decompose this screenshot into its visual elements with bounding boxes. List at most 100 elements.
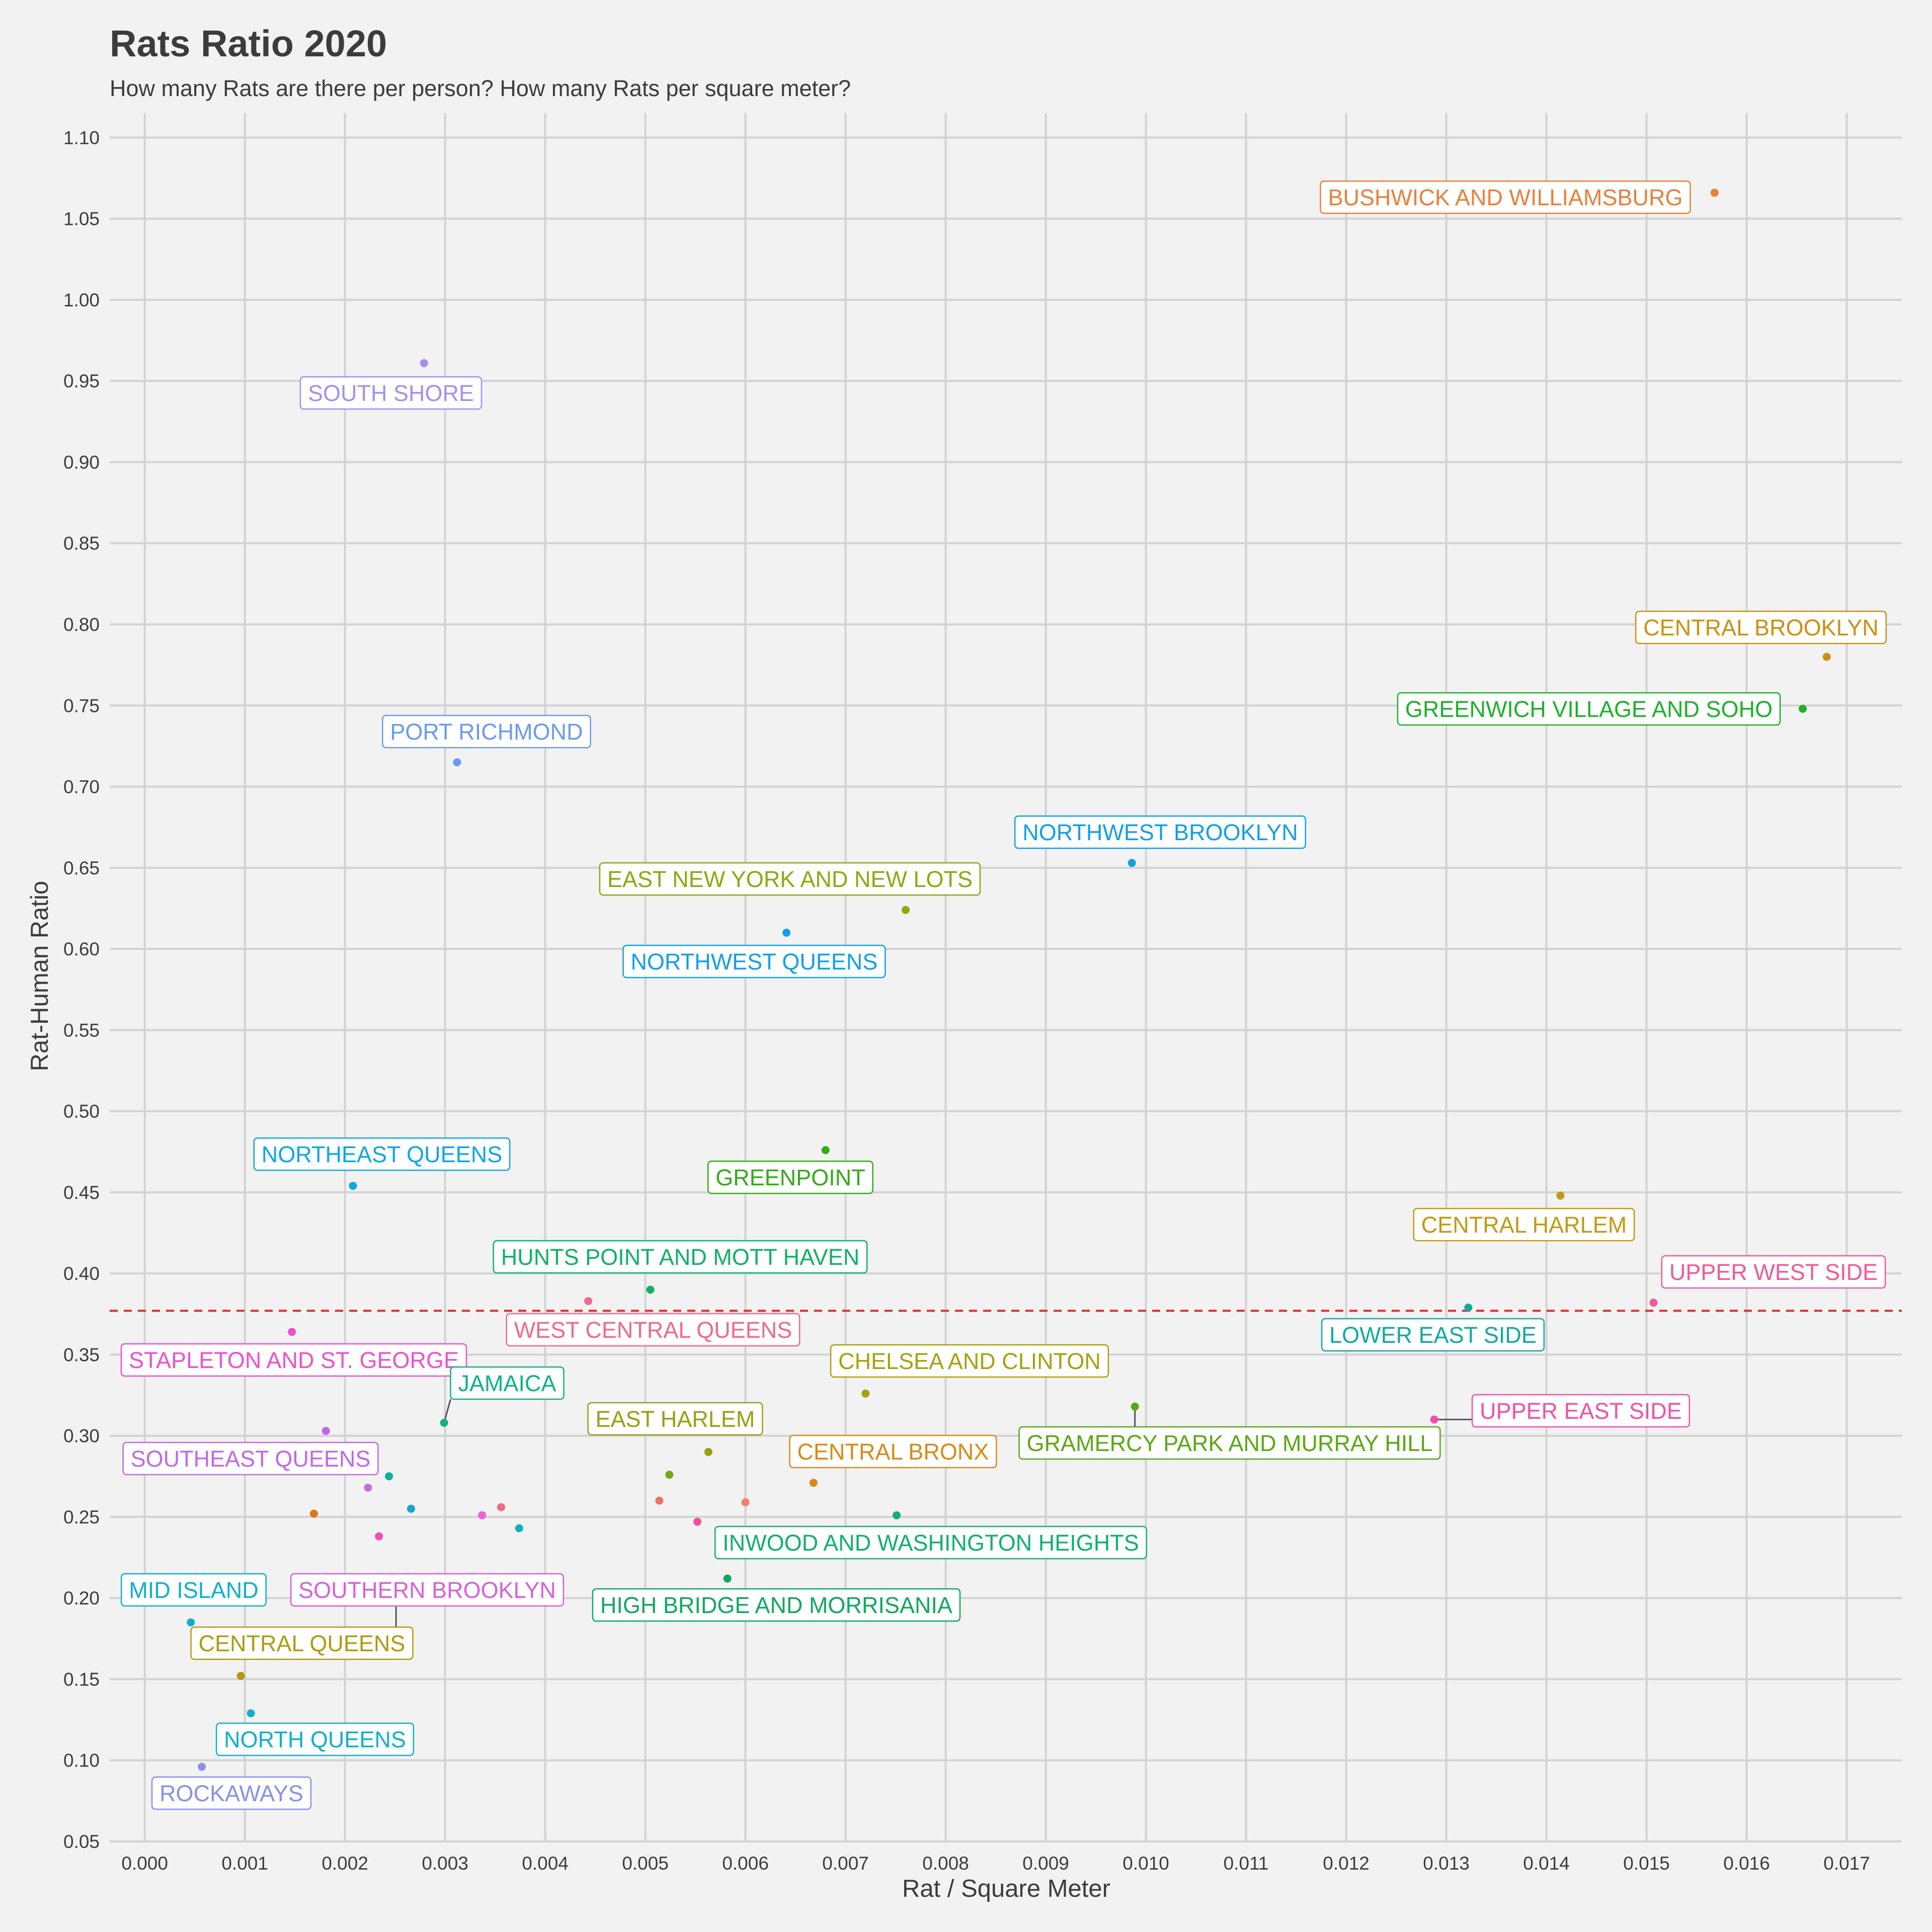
point-label: STAPLETON AND ST. GEORGE bbox=[120, 1343, 467, 1377]
x-tick-label: 0.002 bbox=[321, 1853, 368, 1874]
y-tick-label: 0.15 bbox=[63, 1669, 100, 1689]
data-point bbox=[364, 1483, 372, 1492]
label-text: SOUTH SHORE bbox=[308, 380, 474, 406]
x-tick-label: 0.010 bbox=[1122, 1853, 1169, 1874]
data-point bbox=[309, 1509, 318, 1518]
data-point bbox=[1649, 1299, 1658, 1307]
x-tick-label: 0.005 bbox=[622, 1853, 669, 1874]
label-box bbox=[299, 376, 482, 410]
x-tick-label: 0.015 bbox=[1623, 1853, 1670, 1874]
point-label: SOUTH SHORE bbox=[299, 376, 482, 410]
point-label: BUSHWICK AND WILLIAMSBURG bbox=[1320, 180, 1691, 214]
label-text: CHELSEA AND CLINTON bbox=[838, 1348, 1101, 1374]
label-text: WEST CENTRAL QUEENS bbox=[514, 1317, 792, 1343]
label-text: GREENWICH VILLAGE AND SOHO bbox=[1405, 696, 1773, 722]
label-text: JAMAICA bbox=[458, 1371, 556, 1396]
labels-layer: BUSHWICK AND WILLIAMSBURG SOUTH SHORE CENT… bbox=[120, 180, 1887, 1810]
data-point bbox=[497, 1503, 506, 1511]
y-tick-label: 0.75 bbox=[63, 695, 100, 716]
label-box bbox=[622, 944, 886, 979]
label-box bbox=[1321, 1318, 1545, 1352]
label-text: ROCKAWAYS bbox=[159, 1781, 303, 1806]
label-box bbox=[1635, 610, 1887, 645]
data-point bbox=[902, 906, 910, 914]
x-tick-label: 0.003 bbox=[422, 1853, 468, 1874]
label-text: NORTHEAST QUEENS bbox=[262, 1142, 502, 1167]
data-point bbox=[478, 1511, 487, 1519]
y-tick-label: 0.60 bbox=[63, 939, 100, 959]
point-label: WEST CENTRAL QUEENS bbox=[506, 1313, 800, 1347]
label-text: CENTRAL BROOKLYN bbox=[1643, 615, 1879, 640]
chart-title: Rats Ratio 2020 bbox=[110, 23, 387, 64]
point-label: INWOOD AND WASHINGTON HEIGHTS bbox=[714, 1525, 1148, 1560]
data-point bbox=[584, 1297, 593, 1305]
label-text: NORTHWEST QUEENS bbox=[631, 949, 878, 975]
point-label: CENTRAL HARLEM bbox=[1413, 1208, 1635, 1242]
data-point bbox=[782, 928, 791, 937]
label-box bbox=[190, 1626, 414, 1660]
label-box bbox=[587, 1402, 763, 1436]
y-tick-label: 0.90 bbox=[63, 452, 100, 472]
data-point bbox=[809, 1479, 818, 1487]
y-tick-label: 0.05 bbox=[63, 1831, 100, 1852]
label-box bbox=[1014, 815, 1307, 849]
y-tick-label: 1.05 bbox=[63, 209, 100, 229]
data-point bbox=[247, 1709, 255, 1718]
point-label: NORTHWEST QUEENS bbox=[622, 944, 886, 979]
label-box bbox=[450, 1366, 565, 1400]
x-tick-label: 0.004 bbox=[522, 1853, 569, 1874]
data-point bbox=[1556, 1191, 1565, 1200]
point-label: CENTRAL BRONX bbox=[789, 1434, 997, 1469]
data-point bbox=[646, 1285, 655, 1294]
y-tick-label: 0.80 bbox=[63, 614, 100, 635]
y-axis-title: Rat-Human Ratio bbox=[26, 881, 53, 1072]
x-tick-label: 0.009 bbox=[1022, 1853, 1069, 1874]
point-label: CHELSEA AND CLINTON bbox=[830, 1344, 1109, 1378]
label-text: EAST HARLEM bbox=[596, 1406, 755, 1432]
point-label: NORTH QUEENS bbox=[215, 1722, 415, 1756]
point-label: EAST HARLEM bbox=[587, 1402, 763, 1436]
label-box bbox=[120, 1573, 267, 1607]
label-box bbox=[714, 1525, 1148, 1560]
data-point bbox=[1128, 859, 1136, 867]
y-tick-label: 0.70 bbox=[63, 777, 100, 797]
chart-subtitle: How many Rats are there per person? How … bbox=[110, 75, 851, 101]
data-point bbox=[1798, 704, 1807, 713]
point-label: LOWER EAST SIDE bbox=[1321, 1318, 1545, 1352]
point-label: GREENPOINT bbox=[707, 1160, 874, 1194]
label-box bbox=[789, 1434, 997, 1469]
label-box bbox=[592, 1588, 961, 1622]
y-tick-label: 0.25 bbox=[63, 1507, 100, 1527]
x-tick-label: 0.013 bbox=[1423, 1853, 1470, 1874]
label-box bbox=[1320, 180, 1691, 214]
label-box bbox=[1397, 692, 1781, 726]
data-point bbox=[407, 1504, 415, 1513]
data-point bbox=[440, 1418, 448, 1427]
label-box bbox=[1018, 1426, 1441, 1460]
label-leader-line bbox=[443, 1399, 451, 1423]
x-tick-label: 0.011 bbox=[1224, 1853, 1269, 1874]
label-text: CENTRAL HARLEM bbox=[1421, 1212, 1627, 1238]
label-text: HIGH BRIDGE AND MORRISANIA bbox=[600, 1592, 952, 1618]
x-tick-label: 0.017 bbox=[1823, 1853, 1870, 1874]
y-tick-label: 0.35 bbox=[63, 1344, 100, 1365]
label-box bbox=[506, 1313, 800, 1347]
label-box bbox=[290, 1573, 565, 1607]
y-tick-label: 0.40 bbox=[63, 1263, 100, 1284]
point-label: UPPER EAST SIDE bbox=[1471, 1394, 1691, 1428]
data-point bbox=[723, 1574, 732, 1583]
data-point bbox=[385, 1472, 393, 1481]
label-text: UPPER WEST SIDE bbox=[1669, 1259, 1878, 1285]
point-label: SOUTHEAST QUEENS bbox=[122, 1441, 379, 1476]
data-point bbox=[187, 1618, 195, 1627]
label-box bbox=[122, 1441, 379, 1476]
label-text: GREENPOINT bbox=[715, 1165, 865, 1190]
label-text: PORT RICHMOND bbox=[390, 719, 583, 745]
point-label: JAMAICA bbox=[450, 1366, 565, 1400]
label-text: INWOOD AND WASHINGTON HEIGHTS bbox=[722, 1530, 1139, 1556]
x-tick-label: 0.001 bbox=[221, 1853, 268, 1874]
label-text: NORTHWEST BROOKLYN bbox=[1022, 820, 1298, 845]
data-point bbox=[453, 758, 461, 767]
label-text: EAST NEW YORK AND NEW LOTS bbox=[607, 866, 973, 892]
